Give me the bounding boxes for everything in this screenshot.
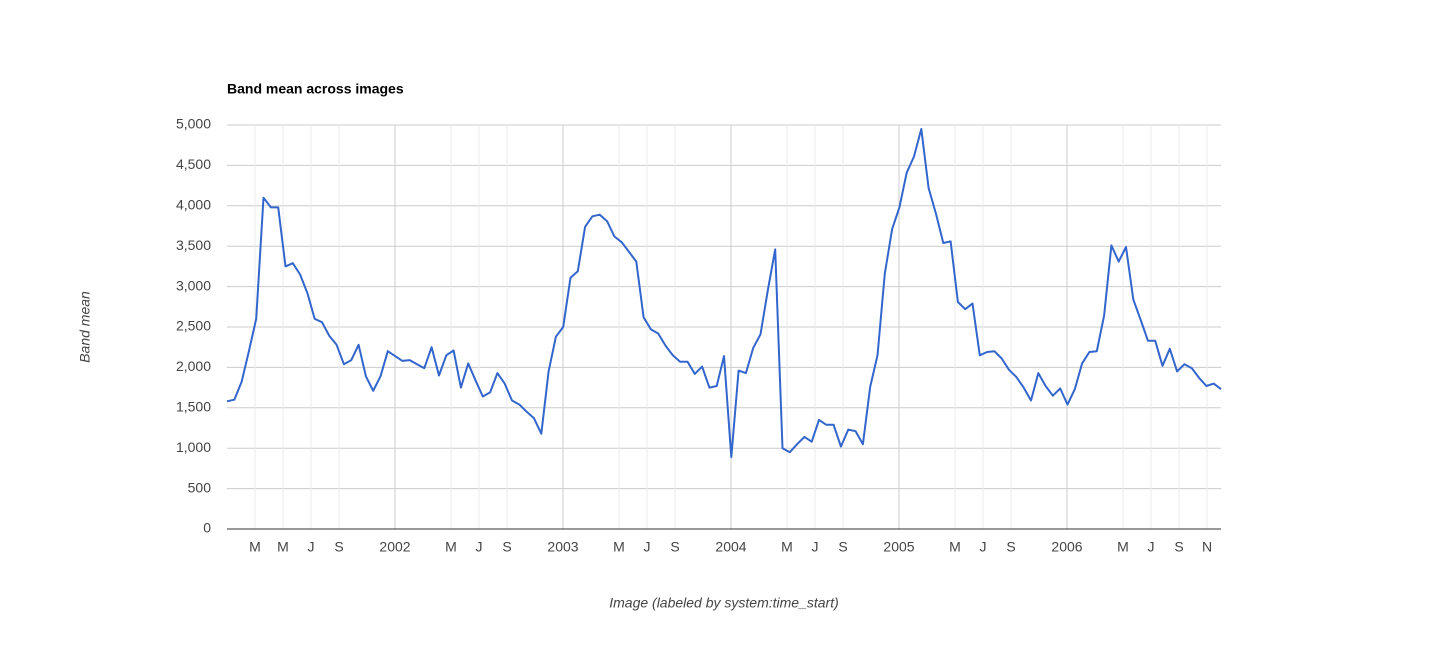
y-tick-label: 1,000 — [176, 439, 211, 455]
x-tick-label: M — [277, 539, 289, 555]
x-tick-label: N — [1202, 539, 1212, 555]
y-tick-label: 5,000 — [176, 116, 211, 132]
x-tick-label: S — [334, 539, 343, 555]
x-tick-label: S — [502, 539, 511, 555]
y-tick-label: 3,000 — [176, 277, 211, 293]
x-tick-label: M — [781, 539, 793, 555]
x-tick-label: 2002 — [379, 539, 410, 555]
x-tick-label: J — [644, 539, 651, 555]
x-tick-label: 2006 — [1051, 539, 1082, 555]
y-tick-label: 4,000 — [176, 197, 211, 213]
x-tick-label: S — [838, 539, 847, 555]
y-tick-label: 500 — [188, 479, 212, 495]
x-axis-label: Image (labeled by system:time_start) — [609, 595, 839, 611]
x-tick-label: S — [670, 539, 679, 555]
x-tick-label: J — [1148, 539, 1155, 555]
x-tick-label: J — [308, 539, 315, 555]
data-line — [226, 128, 1222, 459]
x-tick-label: M — [949, 539, 961, 555]
x-tick-label: S — [1174, 539, 1183, 555]
y-tick-label: 1,500 — [176, 399, 211, 415]
y-axis-label: Band mean — [77, 291, 93, 363]
y-tick-label: 2,500 — [176, 318, 211, 334]
chart-title: Band mean across images — [227, 81, 404, 97]
x-tick-label: M — [249, 539, 261, 555]
x-tick-label: M — [1117, 539, 1129, 555]
x-tick-label: M — [613, 539, 625, 555]
x-tick-label: M — [445, 539, 457, 555]
x-tick-label: 2004 — [715, 539, 746, 555]
y-tick-label: 2,000 — [176, 358, 211, 374]
y-tick-label: 4,500 — [176, 156, 211, 172]
x-tick-label: J — [476, 539, 483, 555]
x-tick-label: 2005 — [883, 539, 914, 555]
x-tick-label: 2003 — [547, 539, 578, 555]
x-tick-label: J — [980, 539, 987, 555]
y-tick-label: 0 — [203, 520, 211, 536]
y-tick-label: 3,500 — [176, 237, 211, 253]
x-tick-label: S — [1006, 539, 1015, 555]
x-tick-label: J — [812, 539, 819, 555]
